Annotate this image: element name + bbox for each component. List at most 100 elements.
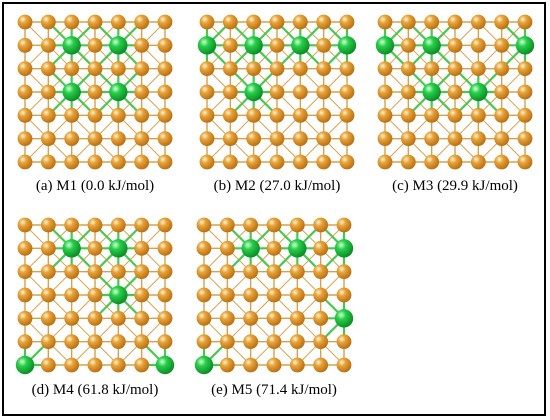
host-atom xyxy=(134,310,150,326)
host-atom xyxy=(219,264,235,280)
host-atom xyxy=(424,107,440,123)
host-atom xyxy=(134,264,150,280)
host-atom xyxy=(110,61,126,77)
host-atom xyxy=(40,334,56,350)
host-atom xyxy=(243,310,259,326)
host-atom xyxy=(447,14,463,30)
dopant-atom xyxy=(109,239,128,258)
host-atom xyxy=(222,14,238,30)
host-atom xyxy=(269,131,285,147)
host-atom xyxy=(336,357,352,373)
host-atom xyxy=(424,154,440,170)
host-atom xyxy=(313,357,329,373)
host-atom xyxy=(292,107,308,123)
host-atom xyxy=(40,107,56,123)
host-atom xyxy=(87,37,103,53)
host-atom xyxy=(110,264,126,280)
host-atom xyxy=(400,107,416,123)
host-atom xyxy=(40,37,56,53)
structure-m4 xyxy=(15,217,175,375)
host-atom xyxy=(17,287,33,303)
host-atom xyxy=(17,37,33,53)
host-atom xyxy=(196,287,212,303)
host-atom xyxy=(87,107,103,123)
host-atom xyxy=(289,310,305,326)
host-atom xyxy=(400,14,416,30)
host-atom xyxy=(87,84,103,100)
host-atom xyxy=(313,217,329,233)
host-atom xyxy=(222,131,238,147)
host-atom xyxy=(400,154,416,170)
host-atom xyxy=(199,107,215,123)
host-atom xyxy=(134,154,150,170)
host-atom xyxy=(40,217,56,233)
host-atom xyxy=(157,107,173,123)
host-atom xyxy=(400,61,416,77)
host-atom xyxy=(313,310,329,326)
host-atom xyxy=(134,61,150,77)
host-atom xyxy=(17,107,33,123)
structure-m1 xyxy=(17,14,173,170)
host-atom xyxy=(269,84,285,100)
host-atom xyxy=(199,14,215,30)
host-atom xyxy=(447,154,463,170)
host-atom xyxy=(157,14,173,30)
host-atom xyxy=(377,107,393,123)
host-atom xyxy=(266,310,282,326)
host-atom xyxy=(494,14,510,30)
host-atom xyxy=(243,334,259,350)
host-atom xyxy=(17,131,33,147)
host-atom xyxy=(157,240,173,256)
host-atom xyxy=(494,37,510,53)
host-atom xyxy=(64,107,80,123)
host-atom xyxy=(64,334,80,350)
host-atom xyxy=(269,154,285,170)
host-atom xyxy=(157,37,173,53)
host-atom xyxy=(517,84,533,100)
host-atom xyxy=(246,154,262,170)
host-atom xyxy=(87,310,103,326)
host-atom xyxy=(17,61,33,77)
host-atom xyxy=(222,84,238,100)
host-atom xyxy=(447,61,463,77)
host-atom xyxy=(40,240,56,256)
host-atom xyxy=(292,14,308,30)
host-atom xyxy=(470,131,486,147)
host-atom xyxy=(339,61,355,77)
host-atom xyxy=(157,154,173,170)
host-atom xyxy=(219,217,235,233)
dopant-atom xyxy=(334,239,354,258)
host-atom xyxy=(64,217,80,233)
host-atom xyxy=(134,37,150,53)
host-atom xyxy=(87,14,103,30)
host-atom xyxy=(494,131,510,147)
host-atom xyxy=(336,217,352,233)
host-atom xyxy=(377,61,393,77)
atoms xyxy=(17,14,173,170)
host-atom xyxy=(266,287,282,303)
dopant-atom xyxy=(15,355,35,375)
host-atom xyxy=(17,334,33,350)
host-atom xyxy=(400,84,416,100)
host-atom xyxy=(87,357,103,373)
host-atom xyxy=(40,287,56,303)
host-atom xyxy=(134,287,150,303)
host-atom xyxy=(266,334,282,350)
host-atom xyxy=(110,334,126,350)
host-atom xyxy=(40,357,56,373)
host-atom xyxy=(87,287,103,303)
host-atom xyxy=(157,84,173,100)
host-atom xyxy=(339,131,355,147)
host-atom xyxy=(199,84,215,100)
caption-m4: (d) M4 (61.8 kJ/mol) xyxy=(31,382,159,398)
dopant-atom xyxy=(62,82,81,102)
caption-m5: (e) M5 (71.4 kJ/mol) xyxy=(211,382,337,398)
atoms xyxy=(197,14,357,170)
host-atom xyxy=(87,131,103,147)
dopant-atom xyxy=(334,309,354,328)
host-atom xyxy=(219,287,235,303)
host-atom xyxy=(222,37,238,53)
host-atom xyxy=(134,107,150,123)
host-atom xyxy=(336,287,352,303)
dopant-atom xyxy=(422,36,441,55)
